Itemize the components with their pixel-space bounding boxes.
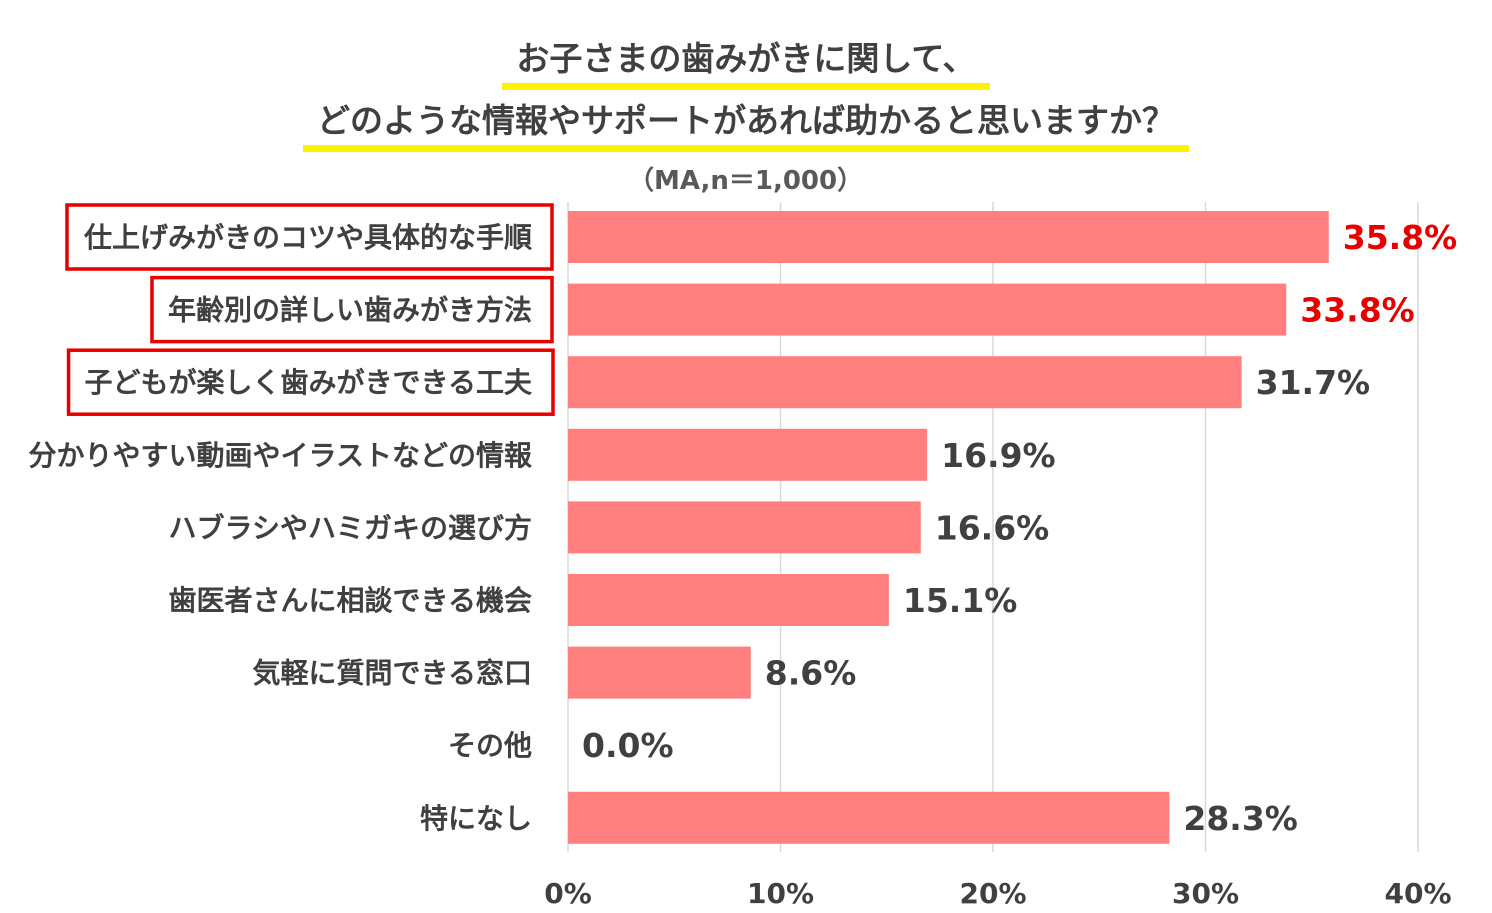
sample-note: （MA,n＝1,000） — [628, 166, 864, 196]
category-labels: 仕上げみがきのコツや具体的な手順年齢別の詳しい歯みがき方法子どもが楽しく歯みがき… — [29, 221, 533, 835]
bar — [568, 211, 1329, 263]
category-label: 仕上げみがきのコツや具体的な手順 — [83, 221, 532, 254]
value-labels: 35.8% 33.8% 31.7% 16.9% 16.6% 15.1% 8.6% 0.0% 28… — [582, 218, 1457, 838]
x-tick-label: 20% — [959, 877, 1026, 910]
bars — [568, 211, 1329, 844]
bar — [568, 574, 889, 626]
category-label: 年齢別の詳しい歯みがき方法 — [168, 294, 532, 327]
value-label: 0.0% — [582, 726, 674, 765]
category-label: 歯医者さんに相談できる機会 — [169, 584, 532, 617]
chart-title-line-1-text: お子さまの歯みがきに関して、 — [502, 32, 991, 90]
category-label: 子どもが楽しく歯みがきできる工夫 — [85, 366, 533, 399]
category-highlight-box — [66, 348, 555, 416]
x-tick-label: 30% — [1172, 877, 1239, 910]
value-label: 15.1% — [903, 581, 1018, 620]
category-highlight-box — [65, 203, 554, 271]
category-label: 分かりやすい動画やイラストなどの情報 — [29, 439, 533, 472]
value-label: 31.7% — [1256, 363, 1371, 402]
value-label: 16.6% — [935, 508, 1050, 547]
chart-title-line-2: どのような情報やサポートがあれば助かると思いますか？ — [0, 94, 1492, 152]
value-label: 35.8% — [1343, 218, 1458, 257]
x-axis-tick-labels: 0% 10% 20% 30% 40% — [544, 877, 1451, 910]
category-label: 気軽に質問できる窓口 — [253, 657, 532, 690]
value-label: 33.8% — [1300, 291, 1415, 330]
bar — [568, 356, 1242, 409]
category-label: ハブラシやハミガキの選び方 — [169, 511, 532, 544]
value-label: 28.3% — [1183, 799, 1298, 838]
x-tick-label: 0% — [544, 877, 592, 910]
category-label: その他 — [448, 729, 532, 762]
chart-title-line-2-text: どのような情報やサポートがあれば助かると思いますか？ — [303, 94, 1189, 152]
category-label: 特になし — [420, 802, 532, 835]
value-label: 16.9% — [941, 436, 1056, 475]
bar — [568, 791, 1170, 844]
x-tick-label: 10% — [747, 877, 814, 910]
bar — [568, 283, 1287, 336]
bar — [568, 428, 928, 481]
x-tick-label: 40% — [1384, 877, 1451, 910]
chart-title-line-1: お子さまの歯みがきに関して、 — [0, 32, 1492, 90]
bar — [568, 646, 751, 699]
bar — [568, 501, 921, 554]
value-label: 8.6% — [765, 654, 857, 693]
category-highlight-boxes — [65, 203, 555, 416]
category-highlight-box — [150, 275, 554, 344]
